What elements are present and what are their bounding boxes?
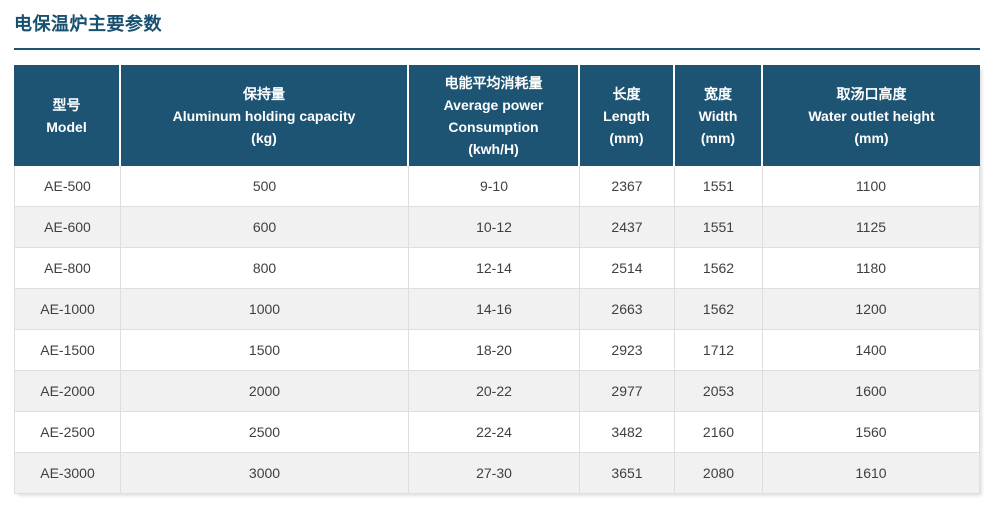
value-cell: 14-16 [409, 289, 580, 330]
value-cell: 1551 [675, 207, 763, 248]
column-header-zh: 宽度 [704, 85, 732, 102]
column-header-en: Length [603, 107, 650, 124]
model-cell: AE-500 [14, 166, 121, 207]
value-cell: 2514 [580, 248, 675, 289]
model-cell: AE-1500 [14, 330, 121, 371]
value-cell: 2437 [580, 207, 675, 248]
value-cell: 2663 [580, 289, 675, 330]
value-cell: 27-30 [409, 453, 580, 494]
value-cell: 800 [121, 248, 409, 289]
model-cell: AE-600 [14, 207, 121, 248]
value-cell: 1400 [763, 330, 980, 371]
column-header-en: Average power Consumption [443, 96, 544, 135]
column-header-zh: 保持量 [243, 85, 285, 102]
value-cell: 1551 [675, 166, 763, 207]
column-header-5: 取汤口高度 Water outlet height (mm) [763, 65, 980, 166]
value-cell: 2160 [675, 412, 763, 453]
table-row: AE-1500 1500 18-20 2923 1712 1400 [14, 330, 980, 371]
value-cell: 600 [121, 207, 409, 248]
value-cell: 3482 [580, 412, 675, 453]
value-cell: 9-10 [409, 166, 580, 207]
title-divider [14, 48, 980, 50]
value-cell: 1000 [121, 289, 409, 330]
table-row: AE-2500 2500 22-24 3482 2160 1560 [14, 412, 980, 453]
value-cell: 1200 [763, 289, 980, 330]
table-body: AE-500 500 9-10 2367 1551 1100 AE-600 600 10-12 2… [14, 166, 980, 494]
value-cell: 2923 [580, 330, 675, 371]
column-header-0: 型号 Model [14, 65, 121, 166]
table-row: AE-1000 1000 14-16 2663 1562 1200 [14, 289, 980, 330]
model-cell: AE-2500 [14, 412, 121, 453]
model-cell: AE-800 [14, 248, 121, 289]
table-row: AE-600 600 10-12 2437 1551 1125 [14, 207, 980, 248]
column-header-en: Width [698, 107, 738, 124]
value-cell: 3651 [580, 453, 675, 494]
value-cell: 1562 [675, 248, 763, 289]
column-header-2: 电能平均消耗量 Average power Consumption (kwh/H) [409, 65, 580, 166]
value-cell: 22-24 [409, 412, 580, 453]
table-row: AE-3000 3000 27-30 3651 2080 1610 [14, 453, 980, 494]
value-cell: 3000 [121, 453, 409, 494]
table-row: AE-800 800 12-14 2514 1562 1180 [14, 248, 980, 289]
value-cell: 12-14 [409, 248, 580, 289]
column-header-zh: 取汤口高度 [836, 85, 907, 102]
page-title: 电保温炉主要参数 [14, 14, 162, 34]
value-cell: 500 [121, 166, 409, 207]
value-cell: 1500 [121, 330, 409, 371]
model-cell: AE-1000 [14, 289, 121, 330]
column-header-3: 长度 Length (mm) [580, 65, 675, 166]
column-header-zh: 型号 [52, 96, 81, 113]
column-header-4: 宽度 Width (mm) [675, 65, 763, 166]
value-cell: 2977 [580, 371, 675, 412]
column-header-unit: (kg) [251, 129, 277, 146]
value-cell: 2500 [121, 412, 409, 453]
value-cell: 20-22 [409, 371, 580, 412]
value-cell: 10-12 [409, 207, 580, 248]
header-row: 型号 Model 保持量 Aluminum holding capacity (kg) 电… [14, 65, 980, 166]
model-cell: AE-3000 [14, 453, 121, 494]
column-header-en: Water outlet height [808, 107, 935, 124]
column-header-1: 保持量 Aluminum holding capacity (kg) [121, 65, 409, 166]
value-cell: 1100 [763, 166, 980, 207]
value-cell: 1600 [763, 371, 980, 412]
value-cell: 1712 [675, 330, 763, 371]
value-cell: 2000 [121, 371, 409, 412]
column-header-unit: (mm) [609, 129, 644, 146]
column-header-en: Aluminum holding capacity [172, 107, 356, 124]
column-header-unit: (mm) [700, 129, 736, 146]
table-row: AE-500 500 9-10 2367 1551 1100 [14, 166, 980, 207]
column-header-zh: 长度 [612, 85, 641, 102]
value-cell: 2080 [675, 453, 763, 494]
value-cell: 1562 [675, 289, 763, 330]
value-cell: 1560 [763, 412, 980, 453]
value-cell: 1125 [763, 207, 980, 248]
model-cell: AE-2000 [14, 371, 121, 412]
parameters-table: 型号 Model 保持量 Aluminum holding capacity (kg) 电… [14, 65, 980, 494]
value-cell: 2053 [675, 371, 763, 412]
table-row: AE-2000 2000 20-22 2977 2053 1600 [14, 371, 980, 412]
value-cell: 18-20 [409, 330, 580, 371]
column-header-en: Model [46, 118, 87, 135]
column-header-unit: (mm) [854, 129, 889, 146]
value-cell: 1610 [763, 453, 980, 494]
page-container: 电保温炉主要参数 型号 Model 保持量 Aluminum holding capa… [14, 0, 980, 494]
value-cell: 2367 [580, 166, 675, 207]
value-cell: 1180 [763, 248, 980, 289]
column-header-zh: 电能平均消耗量 [444, 74, 543, 91]
column-header-unit: (kwh/H) [468, 140, 519, 157]
